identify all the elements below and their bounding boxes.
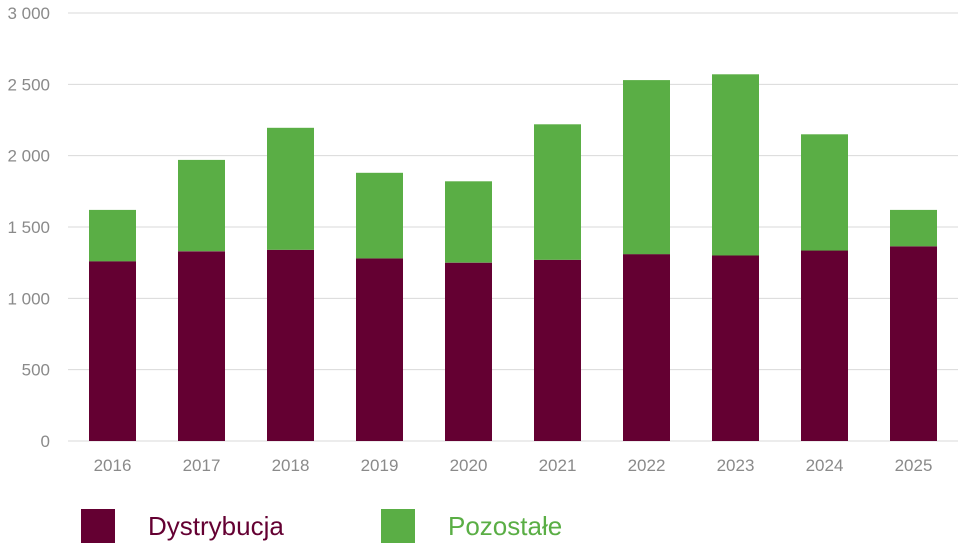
bar-pozostale-2022: [623, 80, 670, 255]
legend-swatch-dystrybucja: [81, 509, 115, 543]
x-tick-label-2023: 2023: [717, 456, 755, 475]
legend-item-pozostale: Pozostałe: [381, 509, 562, 543]
bar-pozostale-2018: [267, 127, 314, 250]
bar-pozostale-2024: [801, 134, 848, 251]
x-tick-label-2021: 2021: [539, 456, 577, 475]
bar-pozostale-2016: [89, 209, 136, 262]
bar-dystrybucja-2023: [712, 255, 759, 441]
legend-label-dystrybucja: Dystrybucja: [148, 511, 284, 541]
y-tick-label-2000: 2 000: [7, 147, 50, 166]
x-tick-label-2022: 2022: [628, 456, 666, 475]
x-tick-label-2020: 2020: [450, 456, 488, 475]
bar-dystrybucja-2016: [89, 261, 136, 441]
bar-dystrybucja-2018: [267, 249, 314, 441]
y-tick-label-2500: 2 500: [7, 75, 50, 94]
y-tick-label-500: 500: [22, 361, 50, 380]
bar-dystrybucja-2024: [801, 250, 848, 441]
bar-dystrybucja-2020: [445, 262, 492, 441]
legend: Dystrybucja Pozostałe: [0, 509, 966, 545]
bar-pozostale-2023: [712, 74, 759, 256]
bar-dystrybucja-2019: [356, 258, 403, 441]
bar-dystrybucja-2021: [534, 259, 581, 441]
bars: [89, 74, 937, 441]
bar-pozostale-2019: [356, 172, 403, 259]
y-tick-label-1000: 1 000: [7, 289, 50, 308]
x-tick-label-2019: 2019: [361, 456, 399, 475]
bar-pozostale-2021: [534, 124, 581, 260]
bar-dystrybucja-2017: [178, 251, 225, 441]
legend-label-pozostale: Pozostałe: [448, 511, 563, 541]
x-tick-label-2024: 2024: [806, 456, 844, 475]
x-tick-label-2018: 2018: [272, 456, 310, 475]
x-tick-label-2025: 2025: [895, 456, 933, 475]
bar-pozostale-2017: [178, 159, 225, 252]
y-axis-tick-labels: 0 500 1 000 1 500 2 000 2 500 3 000: [7, 4, 50, 451]
x-axis-tick-labels: 2016 2017 2018 2019 2020 2021 2022 2023 2024 2025: [94, 456, 933, 475]
y-tick-label-1500: 1 500: [7, 218, 50, 237]
bar-dystrybucja-2025: [890, 246, 937, 441]
x-tick-label-2016: 2016: [94, 456, 132, 475]
y-tick-label-3000: 3 000: [7, 4, 50, 23]
bar-dystrybucja-2022: [623, 254, 670, 441]
y-tick-label-0: 0: [41, 432, 50, 451]
x-tick-label-2017: 2017: [183, 456, 221, 475]
bar-pozostale-2020: [445, 181, 492, 263]
bar-pozostale-2025: [890, 209, 937, 247]
legend-swatch-pozostale: [381, 509, 415, 543]
legend-item-dystrybucja: Dystrybucja: [81, 509, 284, 543]
